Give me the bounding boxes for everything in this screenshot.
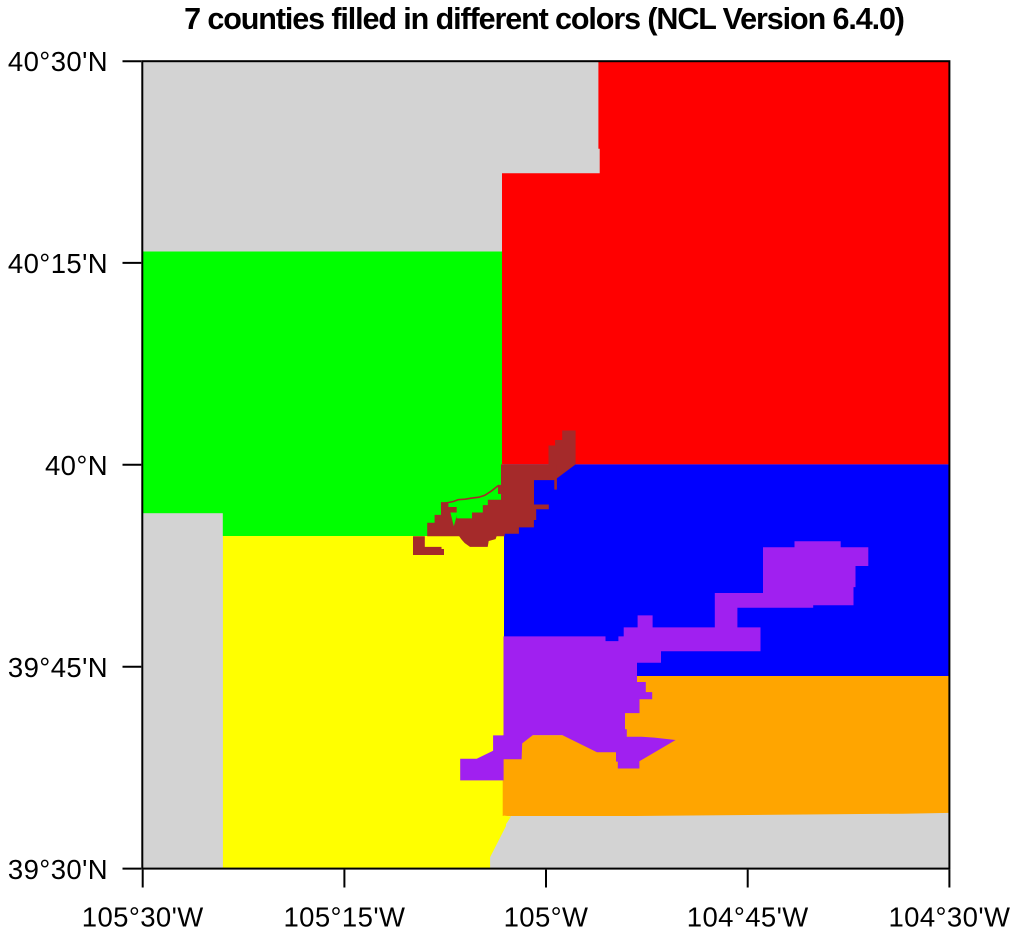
svg-text:7 counties filled in different: 7 counties filled in different colors (N… — [184, 2, 904, 36]
svg-text:105°30'W: 105°30'W — [82, 902, 204, 933]
svg-text:105°15'W: 105°15'W — [283, 902, 405, 933]
svg-text:104°45'W: 104°45'W — [687, 902, 809, 933]
svg-text:40°30'N: 40°30'N — [8, 46, 108, 77]
svg-text:39°30'N: 39°30'N — [8, 854, 108, 885]
svg-text:105°W: 105°W — [504, 902, 589, 933]
svg-text:39°45'N: 39°45'N — [8, 652, 108, 683]
svg-text:40°15'N: 40°15'N — [8, 248, 108, 279]
svg-text:104°30'W: 104°30'W — [888, 902, 1010, 933]
svg-text:40°N: 40°N — [45, 450, 108, 481]
